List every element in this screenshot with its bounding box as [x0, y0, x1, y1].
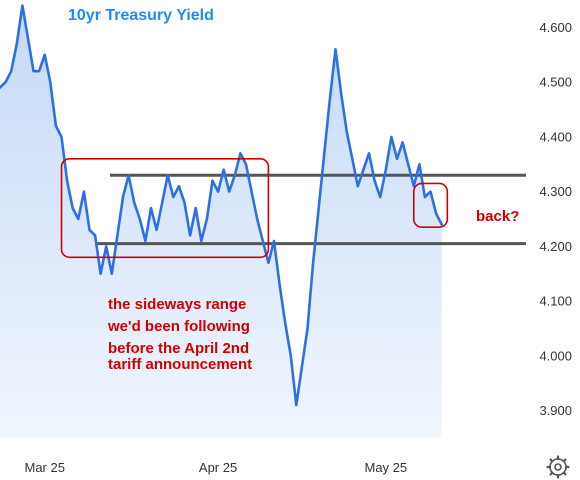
y-tick-label: 4.600 [539, 20, 572, 35]
x-tick-label: May 25 [364, 460, 407, 475]
annotation-line-3: before the April 2nd [108, 340, 249, 357]
end-annotation: back? [476, 208, 519, 225]
y-tick-label: 4.300 [539, 184, 572, 199]
y-tick-label: 4.400 [539, 129, 572, 144]
yield-area-fill [0, 5, 442, 438]
recent-yield-box [412, 182, 449, 229]
y-tick-label: 4.500 [539, 75, 572, 90]
gear-icon[interactable] [546, 455, 570, 479]
chart-title: 10yr Treasury Yield [68, 7, 214, 24]
annotation-line-4: tariff announcement [108, 356, 252, 373]
y-tick-label: 3.900 [539, 403, 572, 418]
reference-lines [95, 173, 526, 246]
y-tick-label: 4.000 [539, 348, 572, 363]
annotation-line-1: the sideways range [108, 296, 246, 313]
x-axis-tick-labels: Mar 25 Apr 25 May 25 [24, 460, 407, 475]
x-tick-label: Mar 25 [24, 460, 64, 475]
yield-series-line [0, 4, 443, 407]
sideways-range-box [60, 157, 270, 259]
y-tick-label: 4.200 [539, 239, 572, 254]
annotation-line-2: we'd been following [107, 318, 250, 335]
y-axis-tick-labels: 3.900 4.000 4.100 4.200 4.300 4.400 4.500 4.600 [539, 20, 572, 418]
y-tick-label: 4.100 [539, 294, 572, 309]
x-tick-label: Apr 25 [199, 460, 237, 475]
